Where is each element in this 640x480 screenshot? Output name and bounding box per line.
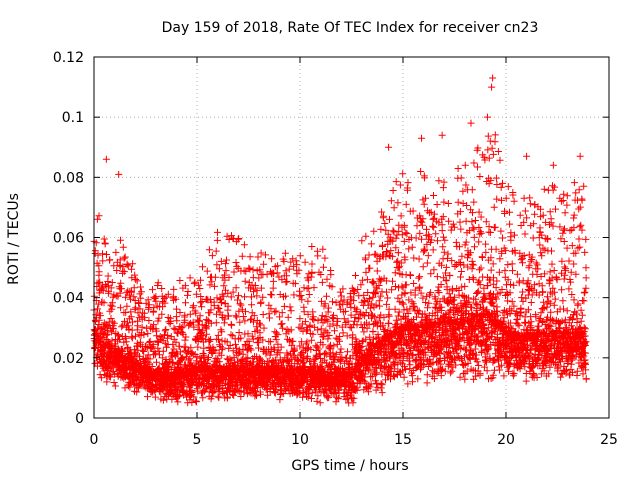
roti-outlier-point <box>576 152 584 160</box>
roti-outlier-point <box>385 143 393 151</box>
roti-outlier-point <box>418 134 426 142</box>
roti-outlier-point <box>549 161 557 169</box>
x-tick-label: 25 <box>600 432 618 448</box>
y-axis-title: ROTI / TECUs <box>6 193 22 285</box>
tick-labels: 0 5 10 15 20 25 0 0.02 0.04 0.06 0.08 0.1 0.12 <box>53 50 618 448</box>
y-tick-label: 0.04 <box>53 291 84 307</box>
roti-outlier-point <box>473 146 481 154</box>
x-tick-label: 0 <box>90 432 99 448</box>
y-tick-label: 0 <box>75 411 84 427</box>
chart-title: Day 159 of 2018, Rate Of TEC Index for r… <box>162 20 539 36</box>
roti-outlier-point <box>489 74 497 82</box>
y-tick-label: 0.08 <box>53 170 84 186</box>
x-tick-label: 15 <box>394 432 412 448</box>
y-tick-label: 0.1 <box>62 110 84 126</box>
data-points <box>90 74 590 407</box>
x-tick-label: 20 <box>497 432 515 448</box>
roti-outlier-point <box>115 170 123 178</box>
x-tick-label: 5 <box>193 432 202 448</box>
roti-outlier-point <box>438 131 446 139</box>
x-axis-title: GPS time / hours <box>291 458 408 474</box>
roti-outlier-point <box>102 155 110 163</box>
y-tick-label: 0.06 <box>53 231 84 247</box>
x-tick-label: 10 <box>291 432 309 448</box>
y-tick-label: 0.12 <box>53 50 84 66</box>
axis-ticks <box>93 56 610 419</box>
roti-outlier-point <box>467 119 475 127</box>
roti-outlier-point <box>523 152 531 160</box>
roti-outlier-point <box>483 113 491 121</box>
y-tick-label: 0.02 <box>53 351 84 367</box>
roti-outlier-point <box>488 83 496 91</box>
